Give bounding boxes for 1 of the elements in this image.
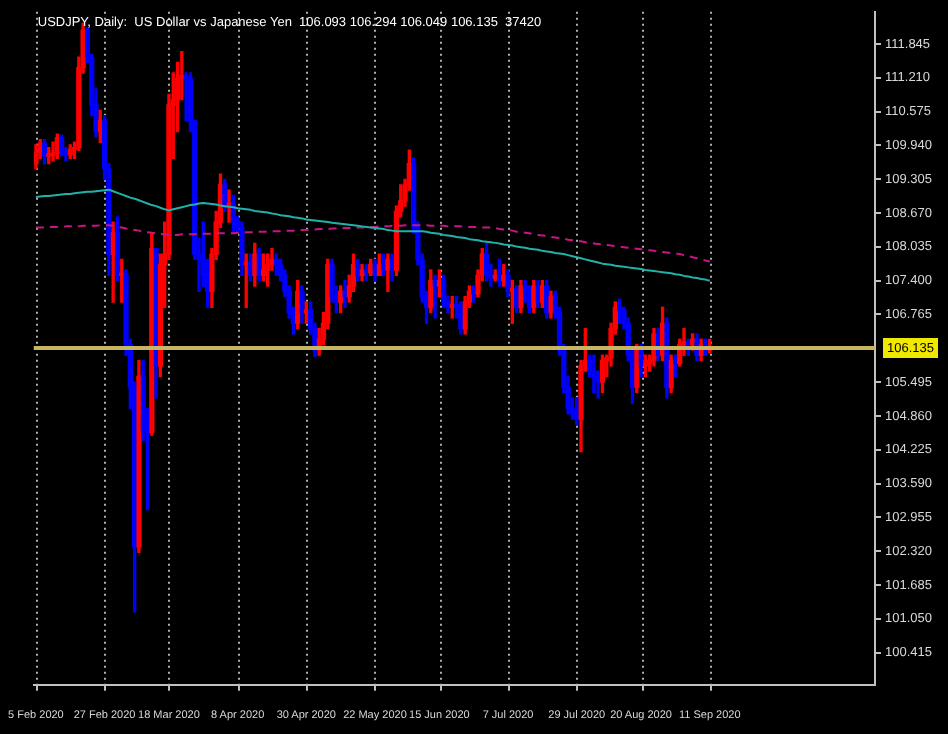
line-series — [34, 224, 711, 263]
